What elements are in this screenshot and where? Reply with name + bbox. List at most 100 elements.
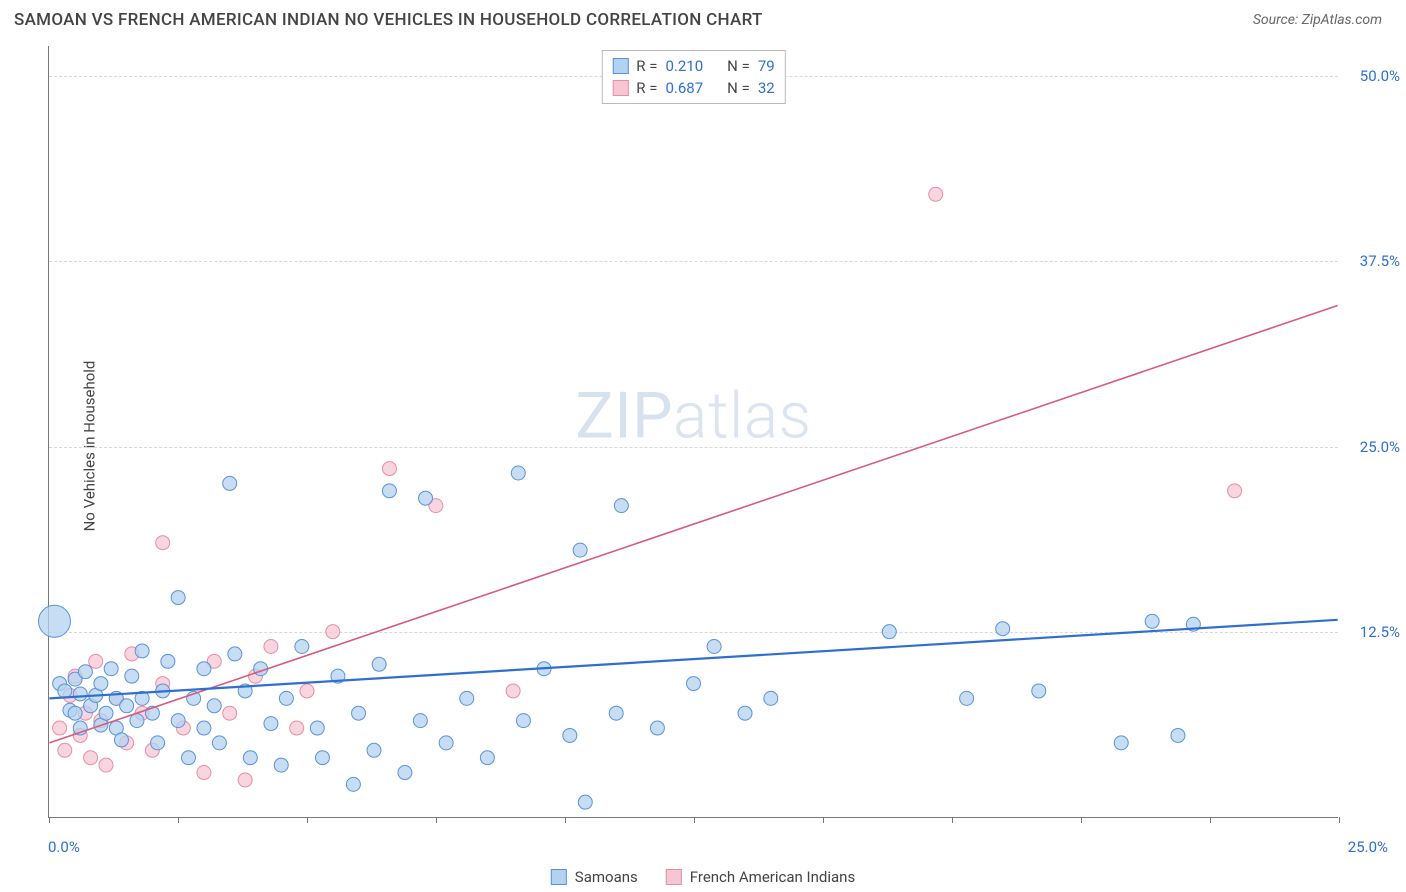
samoans-point <box>511 466 525 480</box>
french-ai-point <box>326 625 340 639</box>
samoans-point <box>707 639 721 653</box>
x-tick <box>307 817 308 823</box>
samoans-point <box>315 751 329 765</box>
samoans-point <box>274 758 288 772</box>
samoans-point <box>367 743 381 757</box>
samoans-point <box>382 484 396 498</box>
samoans-point <box>125 669 139 683</box>
samoans-point <box>120 699 134 713</box>
samoans-point <box>650 721 664 735</box>
samoans-point <box>398 766 412 780</box>
samoans-point <box>1145 614 1159 628</box>
samoans-point <box>171 714 185 728</box>
samoans-point <box>996 622 1010 636</box>
samoans-point <box>114 733 128 747</box>
chart-title: SAMOAN VS FRENCH AMERICAN INDIAN NO VEHI… <box>14 10 763 30</box>
legend-swatch-0 <box>612 58 628 74</box>
x-tick <box>1081 817 1082 823</box>
x-tick <box>823 817 824 823</box>
x-tick <box>694 817 695 823</box>
x-tick <box>49 817 50 823</box>
source-label: Source: <box>1253 12 1302 28</box>
french-ai-point <box>382 462 396 476</box>
french-ai-point <box>197 766 211 780</box>
legend-series-item-1: French American Indians <box>666 868 855 886</box>
x-tick <box>178 817 179 823</box>
x-tick <box>952 817 953 823</box>
samoans-point <box>687 677 701 691</box>
french-ai-point <box>506 684 520 698</box>
samoans-point <box>439 736 453 750</box>
samoans-point <box>516 714 530 728</box>
x-tick <box>1339 817 1340 823</box>
french-ai-point <box>1228 484 1242 498</box>
samoans-point <box>372 657 386 671</box>
y-tick-label: 37.5% <box>1360 252 1400 270</box>
legend-stats: R = 0.210 N = 79 R = 0.687 N = 32 <box>601 50 785 104</box>
samoans-point <box>419 491 433 505</box>
legend-series-item-0: Samoans <box>551 868 638 886</box>
samoans-point <box>1032 684 1046 698</box>
x-tick-label-max: 25.0% <box>1348 838 1388 856</box>
samoans-point <box>1171 728 1185 742</box>
samoans-point <box>68 706 82 720</box>
source-name: ZipAtlas.com <box>1302 12 1382 28</box>
x-tick <box>565 817 566 823</box>
samoans-point <box>563 728 577 742</box>
samoans-point <box>573 543 587 557</box>
samoans-point <box>882 625 896 639</box>
samoans-point <box>223 476 237 490</box>
samoans-point <box>279 691 293 705</box>
samoans-point <box>130 714 144 728</box>
chart-header: SAMOAN VS FRENCH AMERICAN INDIAN NO VEHI… <box>0 0 1406 36</box>
x-tick <box>1210 817 1211 823</box>
samoans-point <box>73 687 87 701</box>
legend-series-label-0: Samoans <box>575 868 638 886</box>
samoans-point <box>1114 736 1128 750</box>
french-ai-point <box>264 639 278 653</box>
samoans-point <box>39 605 71 637</box>
samoans-point <box>181 751 195 765</box>
french-ai-point <box>223 706 237 720</box>
samoans-point <box>197 662 211 676</box>
legend-stats-row-1: R = 0.687 N = 32 <box>612 77 774 99</box>
legend-n-label-1: N = <box>727 79 750 97</box>
samoans-point <box>58 684 72 698</box>
samoans-point <box>228 647 242 661</box>
samoans-point <box>310 721 324 735</box>
y-tick-label: 25.0% <box>1360 438 1400 456</box>
legend-r-label-1: R = <box>636 79 657 97</box>
y-tick-label: 50.0% <box>1360 67 1400 85</box>
samoans-point <box>480 751 494 765</box>
samoans-point <box>460 691 474 705</box>
samoans-point <box>295 639 309 653</box>
legend-stats-row-0: R = 0.210 N = 79 <box>612 55 774 77</box>
french-ai-point <box>156 536 170 550</box>
samoans-point <box>104 662 118 676</box>
samoans-point <box>352 706 366 720</box>
french-ai-point <box>300 684 314 698</box>
french-ai-point <box>89 654 103 668</box>
samoans-point <box>960 691 974 705</box>
french-ai-point <box>238 773 252 787</box>
y-tick-label: 12.5% <box>1360 623 1400 641</box>
samoans-point <box>264 717 278 731</box>
source-attribution: Source: ZipAtlas.com <box>1253 12 1382 28</box>
samoans-point <box>99 706 113 720</box>
french-ai-point <box>58 743 72 757</box>
legend-n-value-0: 79 <box>758 57 775 75</box>
french-ai-point <box>53 721 67 735</box>
samoans-point <box>243 751 257 765</box>
legend-r-value-1: 0.687 <box>665 79 703 97</box>
x-tick-label-min: 0.0% <box>48 838 80 856</box>
samoans-point <box>413 714 427 728</box>
samoans-point <box>94 677 108 691</box>
legend-series: Samoans French American Indians <box>551 868 855 886</box>
samoans-point <box>207 699 221 713</box>
samoans-point <box>609 706 623 720</box>
chart-plot-area: ZIPatlas 12.5%25.0%37.5%50.0% R = 0.210 … <box>48 46 1338 818</box>
french-ai-point <box>290 721 304 735</box>
legend-n-value-1: 32 <box>758 79 775 97</box>
samoans-point <box>78 665 92 679</box>
legend-r-label-0: R = <box>636 57 657 75</box>
